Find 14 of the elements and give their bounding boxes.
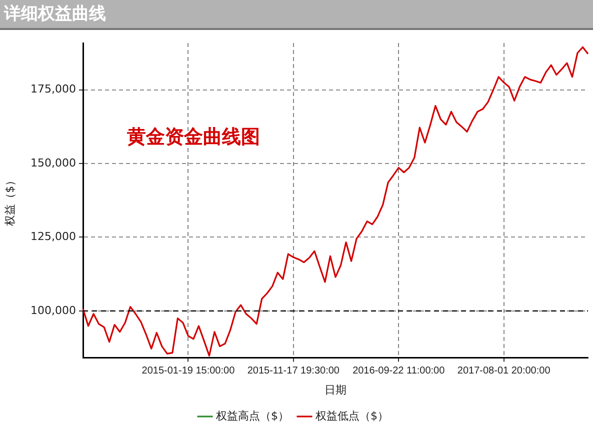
x-tick-label: 2016-09-22 11:00:00 [352, 366, 446, 377]
x-tick-label: 2017-08-01 20:00:00 [457, 366, 551, 377]
y-tick-label: 125,000 [30, 230, 76, 244]
y-axis-title: 权益（$） [3, 174, 16, 227]
x-tick-label: 2015-01-19 15:00:00 [142, 366, 236, 377]
annotation: 黄金资金曲线图 [126, 126, 260, 148]
y-tick-label: 100,000 [30, 304, 76, 317]
x-tick-label: 2015-11-17 19:30:00 [247, 366, 340, 377]
chart-title: 详细权益曲线 [0, 0, 593, 30]
y-tick-label: 150,000 [30, 156, 76, 170]
y-tick-label: 175,000 [30, 82, 76, 96]
x-axis-title: 日期 [324, 383, 346, 396]
legend-label: 权益高点（$） [215, 409, 289, 422]
legend-label: 权益低点（$） [314, 409, 388, 422]
